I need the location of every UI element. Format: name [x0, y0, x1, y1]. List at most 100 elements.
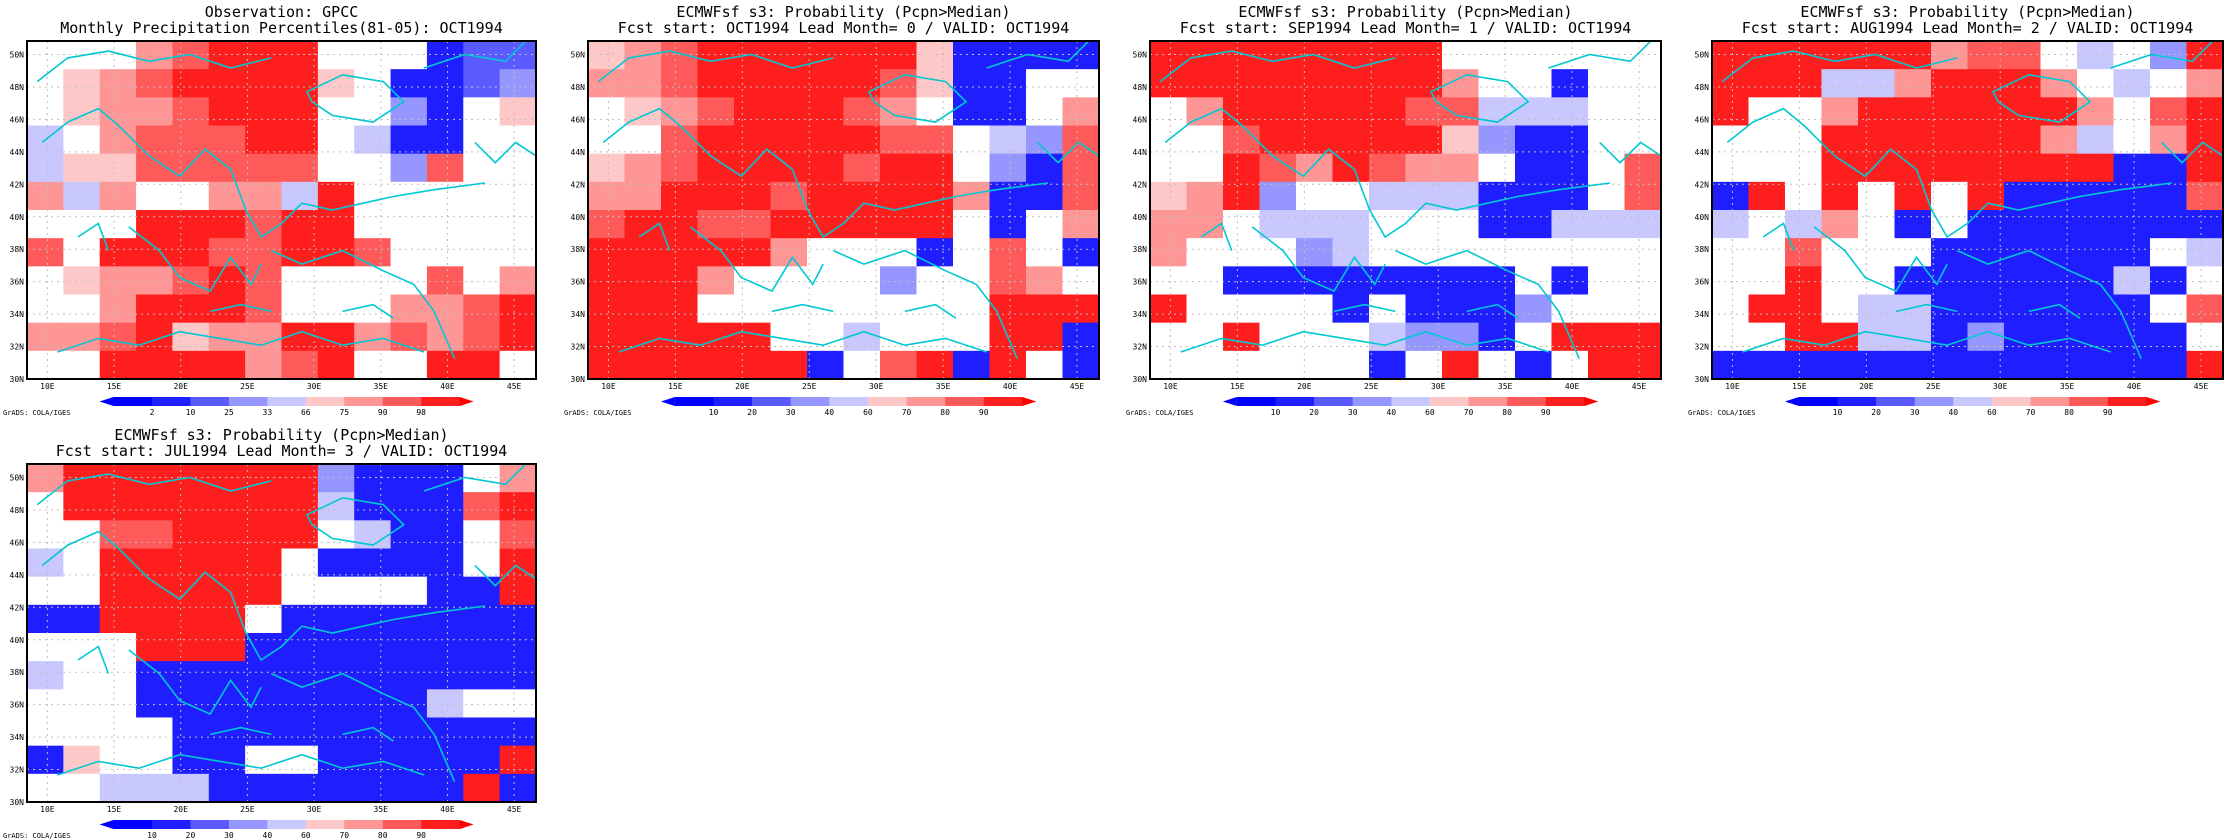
- grid-cell: [1712, 210, 1749, 239]
- grid-cell: [2113, 153, 2151, 183]
- grid-cell: [390, 41, 428, 70]
- grid-cell: [63, 717, 101, 747]
- grid-cell: [1332, 153, 1370, 183]
- grid-cell: [499, 41, 537, 70]
- grid-cell: [390, 548, 428, 578]
- lon-tick-label: 40E: [440, 805, 455, 814]
- grid-cell: [136, 773, 173, 803]
- grid-cell: [1026, 350, 1063, 380]
- grid-cell: [317, 125, 355, 155]
- grid-cell: [172, 520, 210, 549]
- grid-cell: [27, 576, 64, 606]
- grid-cell: [588, 350, 625, 380]
- grid-cell: [1296, 238, 1333, 267]
- grid-cell: [63, 294, 101, 324]
- grid-cell: [2113, 238, 2151, 267]
- grid-cell: [2186, 153, 2224, 183]
- lon-tick-label: 30E: [307, 805, 322, 814]
- grid-cell: [1223, 153, 1260, 183]
- lon-tick-label: 40E: [2127, 382, 2142, 391]
- grid-cell: [390, 125, 428, 155]
- grid-cell: [172, 576, 210, 606]
- grid-cell: [1369, 41, 1406, 70]
- grid-cell: [1478, 125, 1516, 155]
- grid-cell: [1624, 350, 1662, 380]
- grid-cell: [1894, 153, 1932, 183]
- grid-cell: [1894, 69, 1932, 98]
- grid-cell: [1478, 41, 1516, 70]
- grid-cell: [136, 520, 173, 549]
- grid-cell: [1442, 350, 1479, 380]
- grid-cell: [1405, 41, 1443, 70]
- grid-cell: [136, 492, 173, 521]
- grid-cell: [2004, 97, 2041, 126]
- grid-cell: [99, 125, 137, 155]
- colorbar: 10 20 30 40 60 70 80 90: [1222, 397, 1599, 417]
- lon-tick-label: 20E: [1859, 382, 1874, 391]
- grid-cell: [843, 210, 881, 239]
- grid-cell: [208, 689, 246, 718]
- grid-cell: [245, 548, 282, 578]
- grid-cell: [1515, 266, 1552, 295]
- grid-cell: [2077, 41, 2114, 70]
- grid-cell: [1259, 125, 1297, 155]
- lat-tick-label: 48N: [1133, 83, 1148, 92]
- grid-cell: [208, 266, 246, 295]
- lon-tick-label: 40E: [440, 382, 455, 391]
- grid-cell: [770, 69, 808, 98]
- grid-cell: [807, 125, 844, 155]
- lon-tick-label: 10E: [1725, 382, 1740, 391]
- grid-cell: [1062, 181, 1100, 211]
- grid-cell: [463, 153, 501, 183]
- grid-cell: [880, 97, 917, 126]
- lon-tick-label: 25E: [240, 805, 255, 814]
- grid-cell: [1967, 266, 2005, 295]
- grid-cell: [1062, 153, 1100, 183]
- grid-cell: [1150, 181, 1187, 211]
- grid-cell: [2150, 266, 2187, 295]
- grid-cell: [208, 520, 246, 549]
- grid-cell: [172, 350, 210, 380]
- grid-cell: [2113, 266, 2151, 295]
- colorbar-tick-label: 80: [2064, 408, 2074, 417]
- grid-cell: [734, 322, 771, 352]
- grid-cell: [1369, 181, 1406, 211]
- grid-cell: [1026, 294, 1063, 324]
- lon-tick-label: 45E: [2194, 382, 2209, 391]
- grid-cell: [1062, 266, 1100, 295]
- grid-cell: [2150, 350, 2187, 380]
- grid-cell: [989, 238, 1027, 267]
- grid-cell: [1223, 266, 1260, 295]
- grid-cell: [1259, 69, 1297, 98]
- grid-cell: [588, 69, 625, 98]
- grid-cell: [136, 633, 173, 662]
- lat-tick-label: 44N: [10, 571, 25, 580]
- grid-cell: [953, 266, 990, 295]
- grid-cell: [1748, 181, 1786, 211]
- grid-cell: [172, 294, 210, 324]
- lat-tick-label: 38N: [1695, 245, 1710, 254]
- grid-cell: [989, 69, 1027, 98]
- lon-tick-label: 10E: [40, 382, 55, 391]
- grid-cell: [245, 604, 282, 634]
- grid-cell: [2004, 322, 2041, 352]
- grid-cell: [172, 661, 210, 690]
- grid-cell: [172, 604, 210, 634]
- grid-cell: [354, 689, 392, 718]
- grid-cell: [734, 266, 771, 295]
- grid-cell: [1515, 125, 1552, 155]
- lat-tick-label: 40N: [1695, 213, 1710, 222]
- grid-cell: [1785, 69, 1822, 98]
- grid-cell: [770, 125, 808, 155]
- grid-cell: [807, 294, 844, 324]
- grid-cell: [1931, 322, 1968, 352]
- grid-cell: [2150, 238, 2187, 267]
- grid-cell: [1332, 350, 1370, 380]
- grid-cell: [1858, 294, 1895, 324]
- grid-cell: [172, 689, 210, 718]
- grid-cell: [390, 266, 428, 295]
- lat-tick-label: 30N: [1695, 375, 1710, 384]
- lon-tick-label: 30E: [307, 382, 322, 391]
- grid-cell: [1478, 238, 1516, 267]
